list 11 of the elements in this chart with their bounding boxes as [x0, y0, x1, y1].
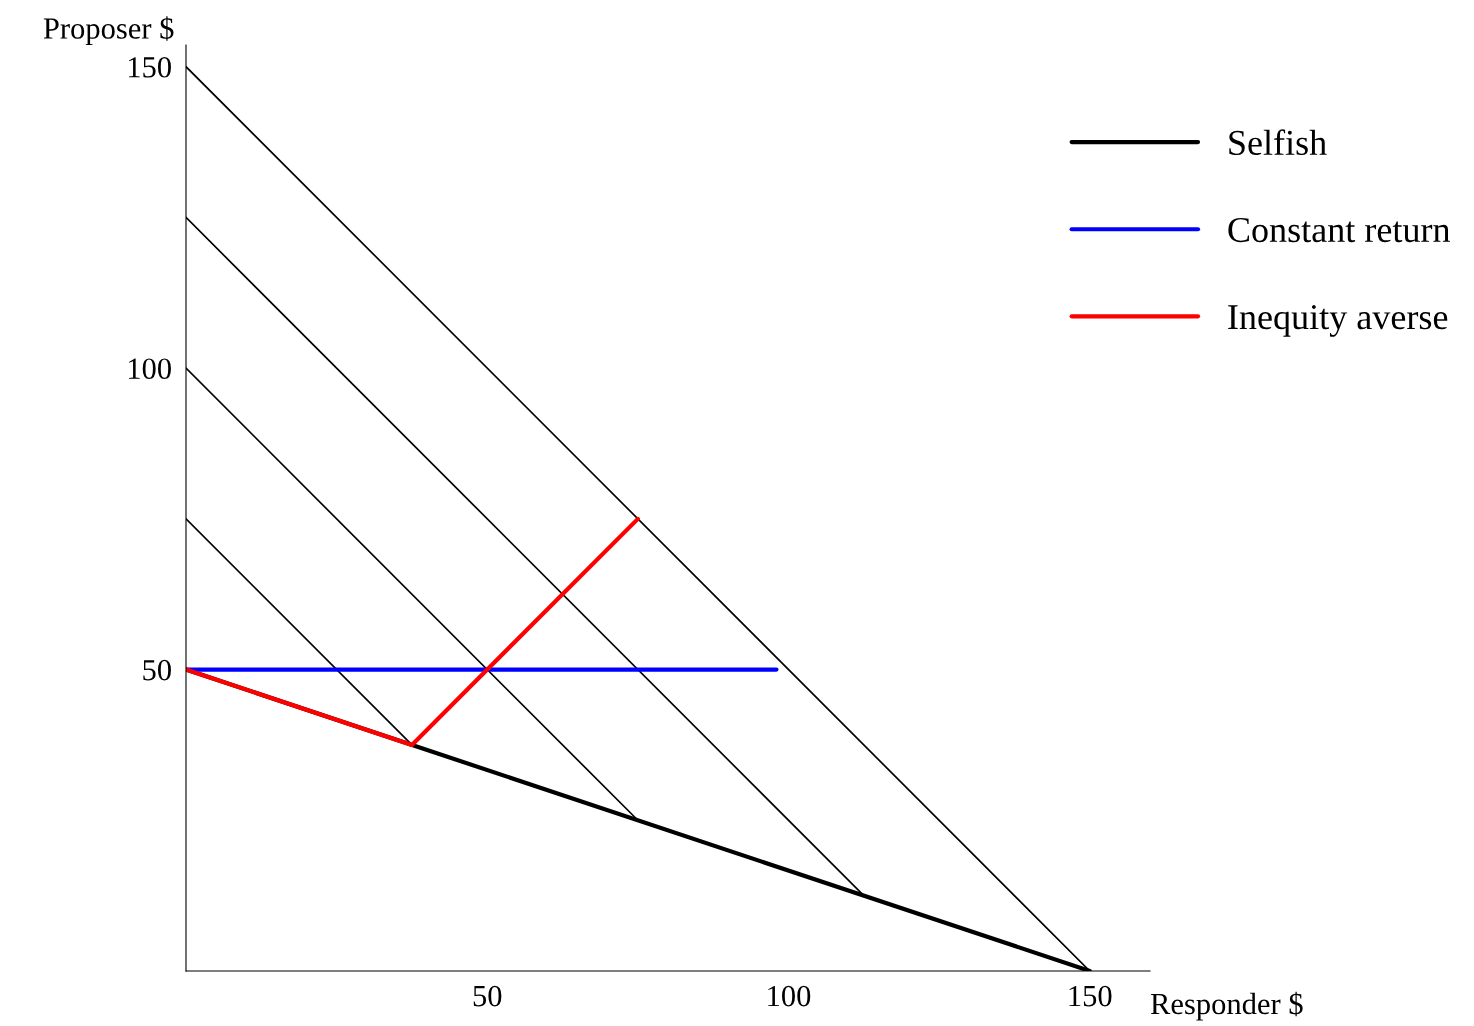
- x-axis-title: Responder $: [1150, 991, 1303, 1021]
- y-tick-label: 150: [128, 56, 171, 78]
- y-tick-label: 100: [128, 358, 171, 380]
- x-tick-label: 100: [768, 985, 811, 1007]
- x-tick-label: 50: [473, 985, 502, 1007]
- legend-label: Constant return: [1228, 217, 1451, 243]
- legend-label: Inequity averse: [1228, 305, 1448, 337]
- y-axis-title: Proposer $: [43, 16, 174, 45]
- legend-label: Selfish: [1229, 129, 1327, 156]
- x-tick-label: 150: [1069, 985, 1112, 1007]
- y-tick-label: 50: [143, 659, 171, 681]
